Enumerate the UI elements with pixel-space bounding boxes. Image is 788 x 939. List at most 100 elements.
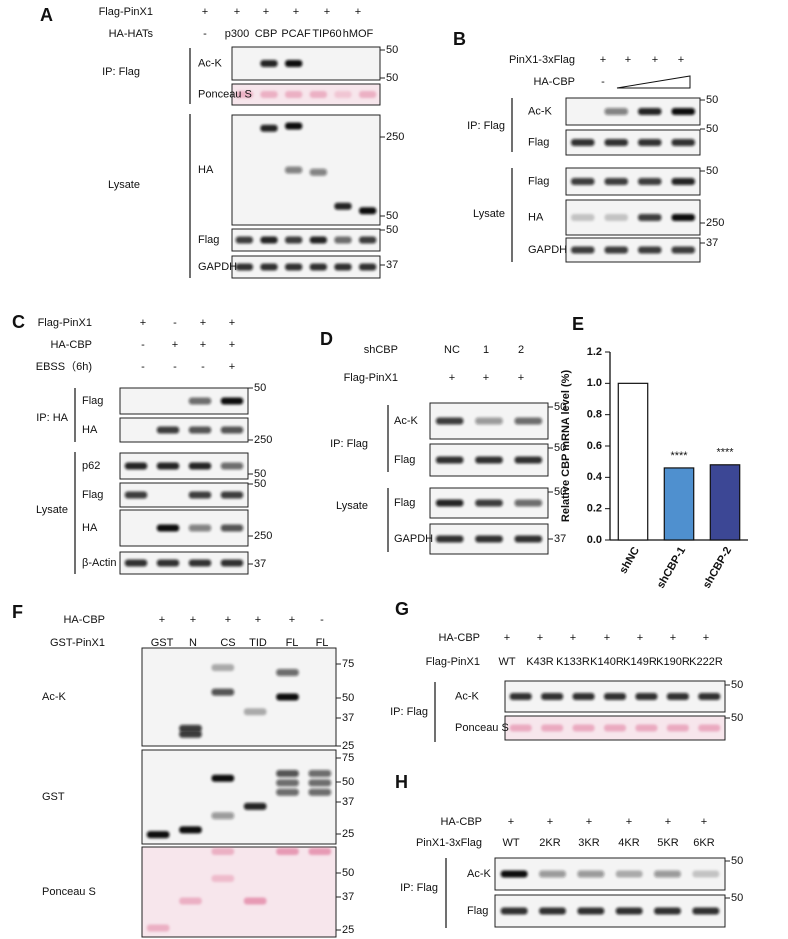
band (260, 236, 278, 244)
band (514, 499, 543, 507)
group-label: IP: HA (36, 412, 68, 424)
blot-label: GAPDH (198, 261, 237, 273)
marker-label: 50 (254, 468, 266, 480)
condition-value: + (200, 339, 206, 351)
significance: **** (670, 450, 688, 462)
condition-label: Flag-PinX1 (426, 656, 480, 668)
blot-label: Ponceau S (42, 886, 96, 898)
marker-label: 50 (731, 679, 743, 691)
band (285, 236, 303, 244)
condition-value: N (189, 637, 197, 649)
band (435, 456, 464, 464)
band (539, 907, 566, 915)
condition-value: - (320, 614, 324, 626)
marker-label: 50 (342, 776, 354, 788)
marker-label: 250 (386, 131, 404, 143)
band (309, 168, 327, 176)
bar (663, 467, 695, 541)
marker-label: 25 (342, 924, 354, 936)
band (334, 202, 352, 210)
condition-value: K43R (526, 656, 554, 668)
band (188, 426, 212, 434)
y-tick-label: 0.0 (587, 534, 602, 546)
blot-label: Ac-K (455, 690, 480, 702)
blot (231, 83, 381, 106)
band (359, 263, 377, 271)
condition-value: CBP (255, 28, 278, 40)
band (308, 770, 332, 777)
band (635, 724, 658, 732)
bar (709, 464, 741, 541)
blot (119, 551, 249, 575)
condition-value: + (202, 6, 208, 18)
condition-value: TID (249, 637, 267, 649)
condition-value: + (159, 614, 165, 626)
condition-value: GST (151, 637, 174, 649)
band (124, 559, 148, 567)
band (285, 122, 303, 130)
condition-value: NC (444, 344, 460, 356)
y-tick-label: 1.2 (587, 346, 602, 358)
band (285, 263, 303, 271)
band (309, 263, 327, 271)
band (671, 214, 695, 221)
panel-letter: A (40, 5, 53, 25)
blot-label: Flag (467, 905, 488, 917)
condition-label: Flag-PinX1 (99, 6, 153, 18)
band (571, 139, 595, 146)
band (638, 246, 662, 254)
condition-value: 6KR (693, 837, 714, 849)
band (188, 524, 212, 532)
band (156, 524, 180, 532)
marker-label: 250 (254, 530, 272, 542)
band (571, 214, 595, 221)
group-label: IP: Flag (467, 120, 505, 132)
blot-label: Flag (528, 136, 549, 148)
band (276, 848, 299, 855)
condition-value: + (652, 54, 658, 66)
blot-label: GST (42, 791, 65, 803)
condition-label: HA-CBP (440, 816, 482, 828)
marker-label: 50 (554, 401, 566, 413)
marker-label: 75 (342, 658, 354, 670)
band (604, 108, 628, 115)
condition-label: shCBP (364, 344, 398, 356)
condition-value: + (637, 632, 643, 644)
band (276, 788, 299, 796)
band (577, 870, 605, 878)
marker-label: 50 (706, 165, 718, 177)
band (243, 802, 267, 810)
band (309, 236, 327, 244)
band (235, 91, 253, 98)
condition-value: + (172, 339, 178, 351)
band (220, 491, 244, 499)
marker-label: 25 (342, 740, 354, 752)
group-label: Lysate (473, 208, 505, 220)
blot-label: Ac-K (467, 868, 492, 880)
group-label: IP: Flag (102, 66, 140, 78)
marker-label: 50 (706, 123, 718, 135)
band (475, 499, 503, 507)
condition-value: + (324, 6, 330, 18)
band (359, 236, 377, 244)
band (308, 788, 332, 796)
band (635, 693, 658, 700)
band (435, 417, 464, 425)
band (638, 108, 662, 115)
marker-label: 37 (706, 237, 718, 249)
condition-value: + (570, 632, 576, 644)
condition-value: 3KR (578, 837, 599, 849)
condition-value: - (203, 28, 207, 40)
blot (231, 46, 381, 81)
marker-label: 50 (342, 867, 354, 879)
band (220, 462, 244, 470)
blot-label: Ponceau S (455, 722, 509, 734)
condition-value: + (234, 6, 240, 18)
band (260, 263, 278, 271)
significance: **** (716, 447, 734, 459)
band (577, 907, 605, 915)
band (604, 246, 628, 254)
band (666, 724, 689, 732)
condition-value: K222R (689, 656, 723, 668)
blot-label: p62 (82, 460, 100, 472)
